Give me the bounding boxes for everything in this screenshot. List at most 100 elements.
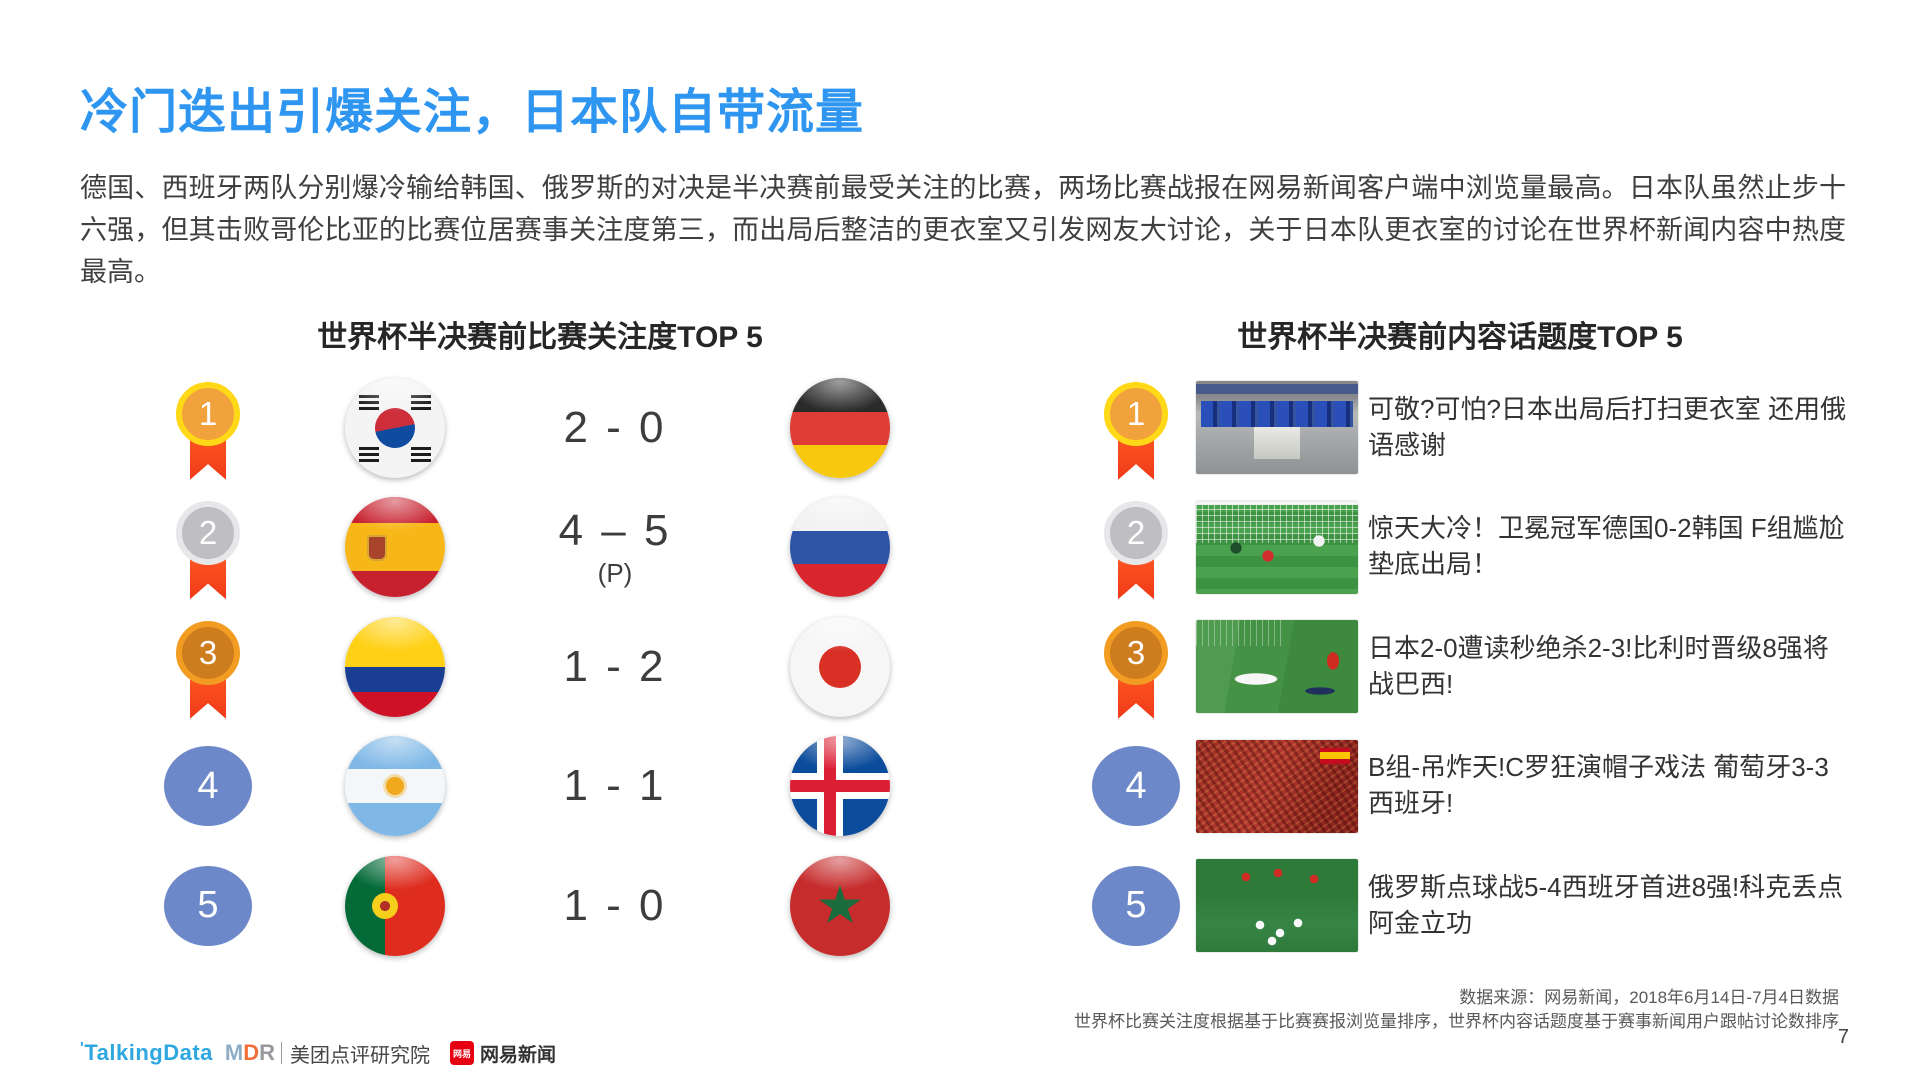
netease-logo: 网易 网易新闻 <box>449 1040 556 1067</box>
flag-morocco-icon <box>790 855 890 956</box>
score-slot: 1 - 1 <box>490 727 740 847</box>
netease-badge-icon: 网易 <box>449 1041 474 1065</box>
celebration-news-photo <box>1196 859 1358 952</box>
news-title: 日本2-0遭读秒绝杀2-3!比利时晋级8强将战巴西! <box>1368 632 1829 699</box>
locker-room-news-photo <box>1196 381 1358 474</box>
score-slot: 4 – 5 (P) <box>490 488 740 608</box>
rank-3-slot: 3 <box>160 607 256 727</box>
news-row: 5 俄罗斯点球战5-4西班牙首进8强!科克丢点阿金立功 <box>1060 846 1880 966</box>
match-score: 4 – 5 <box>558 505 672 555</box>
score-slot: 2 - 0 <box>490 368 740 488</box>
rank-4-slot: 4 <box>160 727 256 847</box>
home-flag-slot <box>345 855 445 956</box>
home-flag-slot <box>345 497 445 598</box>
penalty-note: (P) <box>597 557 633 588</box>
silver-medal-icon: 2 <box>1104 501 1168 600</box>
rank-5-badge: 5 <box>1092 865 1180 946</box>
flag-germany-icon <box>790 377 890 478</box>
gold-medal-icon: 1 <box>1104 381 1168 480</box>
rank-5-slot: 5 <box>160 846 256 966</box>
fans-crowd-news-photo <box>1196 739 1358 833</box>
flag-argentina-icon <box>345 736 445 837</box>
home-flag-slot <box>345 736 445 837</box>
news-title: 惊天大冷！卫冕冠军德国0-2韩国 F组尴尬垫底出局！ <box>1368 513 1845 580</box>
match-attention-top5-panel: 1 2 - 0 2 <box>140 368 940 966</box>
match-row: 2 4 – 5 (P) <box>140 488 940 608</box>
match-row: 4 1 - 1 <box>140 727 940 847</box>
right-panel-heading: 世界杯半决赛前内容话题度TOP 5 <box>1237 321 1683 354</box>
data-source-line1: 数据来源：网易新闻，2018年6月14日-7月4日数据 <box>1459 988 1839 1007</box>
flag-japan-icon <box>790 616 890 717</box>
away-flag-slot <box>790 616 890 717</box>
news-row: 3 日本2-0遭读秒绝杀2-3!比利时晋级8强将战巴西! <box>1060 607 1880 727</box>
medal-number: 1 <box>1104 381 1168 446</box>
score-slot: 1 - 0 <box>490 846 740 966</box>
news-title: B组-吊炸天!C罗狂演帽子戏法 葡萄牙3-3西班牙! <box>1368 752 1829 819</box>
rank-1-slot: 1 <box>1088 368 1184 488</box>
logo-divider <box>280 1042 282 1064</box>
gold-medal-icon: 1 <box>176 381 240 480</box>
away-flag-slot <box>790 855 890 956</box>
page-number: 7 <box>1837 1026 1849 1048</box>
home-flag-slot <box>345 616 445 717</box>
rank-3-slot: 3 <box>1088 607 1184 727</box>
away-flag-slot <box>790 377 890 478</box>
match-row: 3 1 - 2 <box>140 607 940 727</box>
data-source-note: 数据来源：网易新闻，2018年6月14日-7月4日数据 世界杯比赛关注度根据基于… <box>1074 986 1839 1034</box>
news-row: 4 B组-吊炸天!C罗狂演帽子戏法 葡萄牙3-3西班牙! <box>1060 727 1880 847</box>
medal-number: 2 <box>1104 501 1168 566</box>
match-score: 2 - 0 <box>563 402 667 452</box>
medal-number: 3 <box>1104 620 1168 685</box>
rank-4-badge: 4 <box>164 746 252 827</box>
talkingdata-tick-icon: ' <box>80 1040 85 1057</box>
flag-south-korea-icon <box>345 377 445 478</box>
medal-number: 1 <box>176 381 240 446</box>
left-panel-heading: 世界杯半决赛前比赛关注度TOP 5 <box>317 321 763 354</box>
talkingdata-wordmark: TalkingData <box>84 1040 213 1065</box>
news-title: 可敬?可怕?日本出局后打扫更衣室 还用俄语感谢 <box>1368 393 1847 460</box>
flag-portugal-icon <box>345 855 445 956</box>
news-row: 1 可敬?可怕?日本出局后打扫更衣室 还用俄语感谢 <box>1060 368 1880 488</box>
goal-scene-news-photo <box>1196 500 1358 594</box>
away-flag-slot <box>790 497 890 598</box>
silver-medal-icon: 2 <box>176 501 240 600</box>
meituan-research-label: 美团点评研究院 <box>289 1044 430 1067</box>
rank-5-badge: 5 <box>164 865 252 946</box>
mdr-letter-m: M <box>224 1040 244 1065</box>
flag-russia-icon <box>790 497 890 598</box>
rank-2-slot: 2 <box>160 488 256 608</box>
match-row: 5 1 - 0 <box>140 846 940 966</box>
score-slot: 1 - 2 <box>490 607 740 727</box>
rank-2-slot: 2 <box>1088 488 1184 608</box>
flag-iceland-icon <box>790 736 890 837</box>
intro-paragraph: 德国、西班牙两队分别爆冷输给韩国、俄罗斯的对决是半决赛前最受关注的比赛，两场比赛… <box>80 173 1846 287</box>
flag-spain-icon <box>345 497 445 598</box>
netease-news-label: 网易新闻 <box>479 1044 556 1066</box>
page-title: 冷门迭出引爆关注，日本队自带流量 <box>80 86 865 139</box>
news-title: 俄罗斯点球战5-4西班牙首进8强!科克丢点阿金立功 <box>1368 871 1844 938</box>
match-row: 1 2 - 0 <box>140 368 940 488</box>
news-row: 2 惊天大冷！卫冕冠军德国0-2韩国 F组尴尬垫底出局！ <box>1060 488 1880 608</box>
rank-4-badge: 4 <box>1092 746 1180 827</box>
mdr-letter-r: R <box>259 1040 275 1065</box>
home-flag-slot <box>345 377 445 478</box>
mdr-letter-d: D <box>243 1040 260 1065</box>
content-topic-top5-panel: 1 可敬?可怕?日本出局后打扫更衣室 还用俄语感谢 2 惊天大冷！卫冕冠军德国0… <box>1060 368 1880 966</box>
rank-5-slot: 5 <box>1088 846 1184 966</box>
pitch-players-news-photo <box>1196 620 1358 713</box>
match-score: 1 - 2 <box>563 641 667 691</box>
rank-4-slot: 4 <box>1088 727 1184 847</box>
medal-number: 2 <box>176 501 240 566</box>
flag-colombia-icon <box>345 616 445 717</box>
match-score: 1 - 0 <box>563 880 667 930</box>
data-source-line2: 世界杯比赛关注度根据基于比赛赛报浏览量排序，世界杯内容话题度基于赛事新闻用户跟帖… <box>1074 1011 1839 1031</box>
talkingdata-logo: 'TalkingData <box>80 1040 213 1066</box>
match-score: 1 - 1 <box>563 761 667 811</box>
rank-1-slot: 1 <box>160 368 256 488</box>
medal-number: 3 <box>176 620 240 685</box>
bronze-medal-icon: 3 <box>1104 620 1168 719</box>
bronze-medal-icon: 3 <box>176 620 240 719</box>
